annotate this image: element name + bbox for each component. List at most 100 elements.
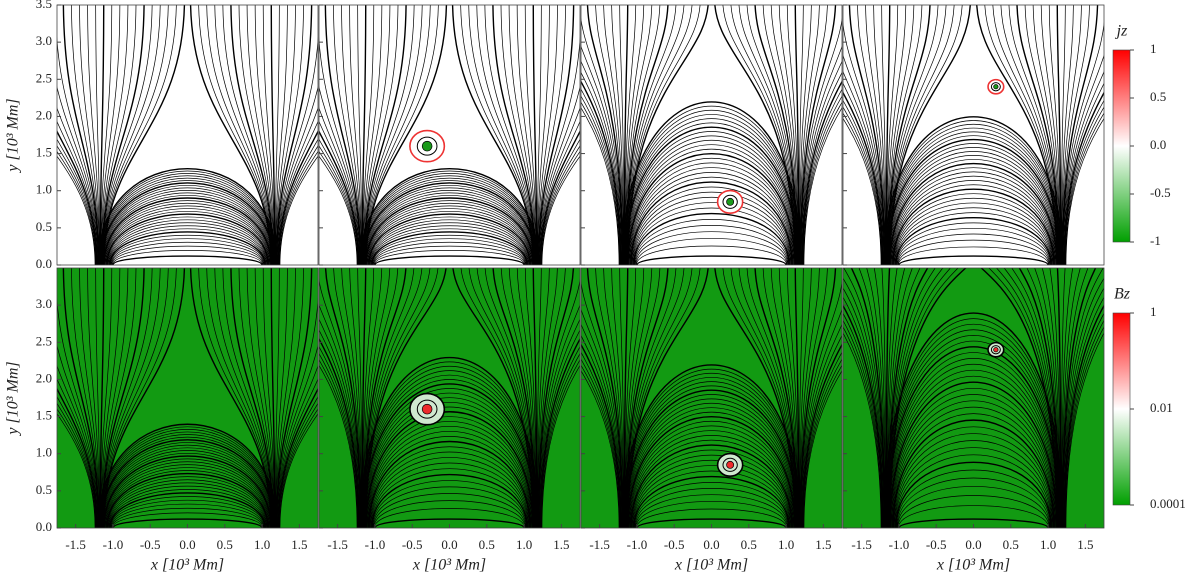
flux-rope-ring xyxy=(722,194,738,209)
field-line xyxy=(746,5,797,265)
field-line xyxy=(888,5,955,265)
field-line xyxy=(363,268,407,528)
field-line xyxy=(581,45,622,265)
field-line xyxy=(102,268,161,528)
field-line xyxy=(628,157,795,265)
field-line xyxy=(361,5,367,265)
y-tick-label: 1.5 xyxy=(36,145,52,160)
field-line xyxy=(625,268,669,528)
field-line xyxy=(624,389,799,528)
field-line xyxy=(889,268,959,528)
field-line xyxy=(843,312,883,528)
field-line xyxy=(102,268,153,528)
field-line xyxy=(370,225,529,265)
field-line xyxy=(369,219,530,265)
field-line xyxy=(214,268,273,528)
x-axis-label: x [10³ Mm] xyxy=(412,557,486,574)
field-line xyxy=(843,287,884,528)
field-line xyxy=(277,344,318,528)
field-line xyxy=(254,5,275,265)
field-line xyxy=(366,416,533,528)
field-line xyxy=(87,5,100,265)
field-lines xyxy=(57,5,318,265)
field-line xyxy=(581,343,622,528)
colorbar-tick-label: 0.5 xyxy=(1150,89,1166,104)
field-line xyxy=(87,268,100,528)
field-line xyxy=(278,138,318,265)
x-tick-label: -1.5 xyxy=(851,537,872,552)
field-line xyxy=(57,413,96,528)
field-line xyxy=(889,375,1058,528)
field-line xyxy=(103,197,272,265)
field-line xyxy=(362,383,537,528)
field-line xyxy=(603,268,624,528)
field-line xyxy=(1049,268,1061,528)
field-line xyxy=(799,268,820,528)
field-line xyxy=(843,268,885,528)
field-line xyxy=(888,268,936,528)
x-tick-label: -1.5 xyxy=(327,537,348,552)
field-line xyxy=(1061,268,1074,528)
field-line xyxy=(843,70,884,265)
field-line xyxy=(1016,5,1060,265)
field-line xyxy=(363,5,391,265)
colorbar xyxy=(1112,49,1131,243)
field-line xyxy=(802,88,842,265)
field-line xyxy=(888,268,944,528)
field-line xyxy=(629,430,794,528)
field-line xyxy=(536,268,542,528)
x-tick-label: -1.0 xyxy=(365,537,386,552)
field-line xyxy=(541,155,580,265)
field-line xyxy=(626,268,677,528)
field-line xyxy=(484,5,535,265)
field-line xyxy=(71,5,100,265)
field-line xyxy=(1065,117,1104,265)
field-line xyxy=(508,5,536,265)
field-line xyxy=(279,413,318,528)
field-line xyxy=(274,268,280,528)
field-line xyxy=(275,268,304,528)
field-line xyxy=(214,5,273,265)
field-line xyxy=(624,5,645,265)
field-line xyxy=(372,486,527,528)
field-line xyxy=(883,312,1064,528)
field-line xyxy=(468,268,535,528)
field-line xyxy=(324,268,362,528)
field-line xyxy=(537,268,575,528)
field-line xyxy=(1024,5,1060,265)
flux-rope-ring xyxy=(416,399,438,419)
field-line xyxy=(365,5,447,265)
field-line xyxy=(888,151,1059,265)
field-line xyxy=(374,518,525,528)
field-line xyxy=(357,5,363,265)
y-tick-label: 0.5 xyxy=(36,219,52,234)
field-line xyxy=(897,495,1050,528)
field-line xyxy=(319,138,359,265)
field-line xyxy=(892,188,1055,265)
field-line xyxy=(111,245,264,265)
field-line xyxy=(1040,5,1061,265)
field-line xyxy=(275,268,313,528)
field-line xyxy=(101,5,137,265)
field-line xyxy=(635,501,788,528)
field-line xyxy=(108,485,267,528)
field-line xyxy=(636,508,787,528)
field-line xyxy=(103,455,272,528)
y-tick-label: 0.5 xyxy=(36,482,52,497)
field-line xyxy=(890,171,1057,265)
field-line xyxy=(476,268,535,528)
field-line xyxy=(865,5,886,265)
y-tick-label: 1.5 xyxy=(36,408,52,423)
field-line xyxy=(714,268,796,528)
field-line xyxy=(629,172,794,265)
x-tick-label: 0.5 xyxy=(741,537,757,552)
field-line xyxy=(99,434,276,528)
field-line xyxy=(110,496,265,528)
colorbar-tick-label: -0.5 xyxy=(1150,185,1171,200)
field-line xyxy=(636,245,787,265)
field-line xyxy=(230,268,274,528)
field-line xyxy=(364,5,423,265)
field-line xyxy=(101,268,145,528)
y-axis-label: y [10³ Mm] xyxy=(5,361,22,436)
field-line xyxy=(476,5,535,265)
